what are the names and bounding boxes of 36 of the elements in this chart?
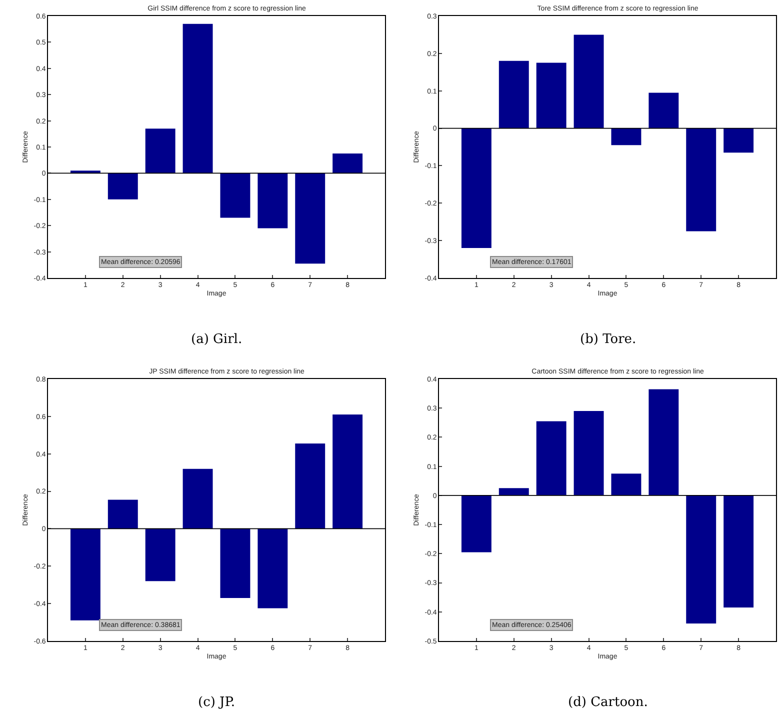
bar [611, 128, 642, 146]
bar [498, 488, 529, 496]
bar [461, 128, 492, 248]
bar [686, 495, 716, 624]
bar [258, 173, 288, 228]
text: (d) Cartoon. [568, 695, 648, 710]
bar [145, 528, 176, 582]
bar [220, 173, 250, 218]
text: (a) Girl. [191, 332, 242, 347]
bar [108, 173, 138, 200]
bar [724, 495, 754, 608]
bar [295, 173, 326, 264]
text: (c) JP. [198, 695, 236, 710]
bar [70, 170, 100, 174]
bar [536, 62, 566, 128]
bar [145, 128, 176, 174]
bar [295, 444, 326, 529]
bar [182, 24, 213, 174]
bar [574, 34, 604, 128]
bar [724, 128, 754, 153]
bar [332, 154, 363, 174]
bar [498, 60, 529, 128]
bar [686, 128, 716, 232]
bar [648, 389, 679, 496]
bar [461, 495, 492, 552]
bar [258, 528, 288, 608]
bar [108, 500, 138, 529]
text: (b) Tore. [580, 332, 636, 347]
bar [648, 92, 679, 128]
bar [220, 528, 250, 598]
bar [536, 421, 566, 496]
bar [70, 528, 100, 620]
bar [182, 468, 213, 529]
bar [574, 411, 604, 496]
bar [611, 474, 642, 496]
bar [332, 414, 363, 529]
